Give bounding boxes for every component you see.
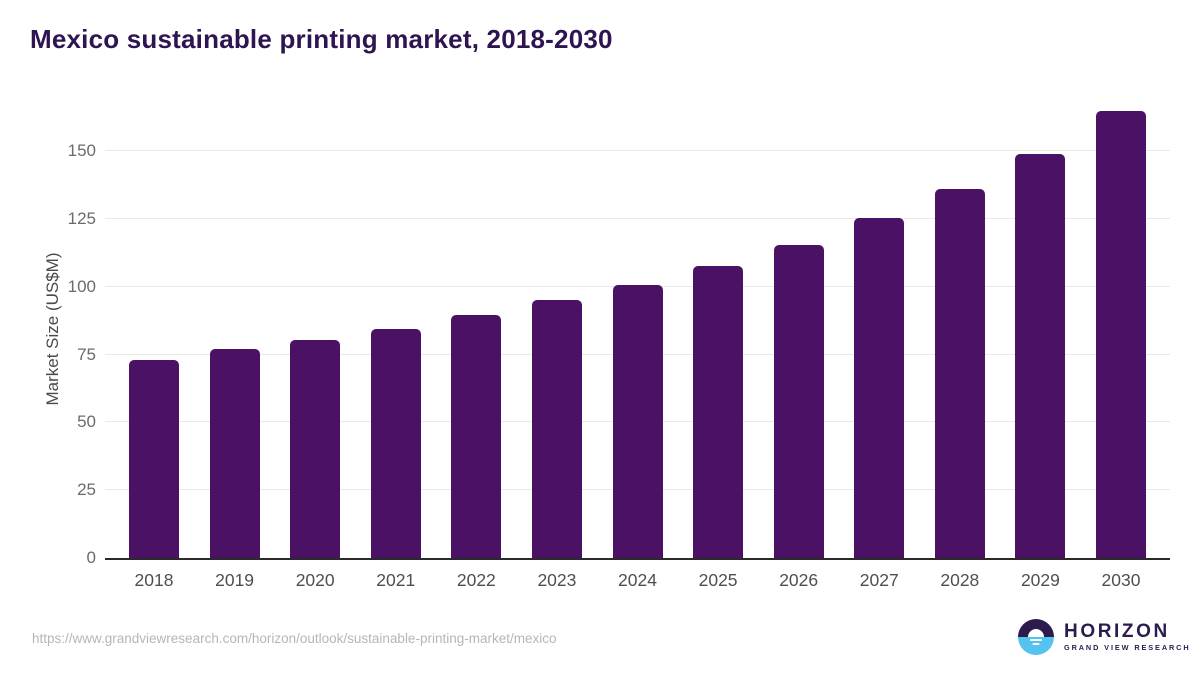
x-label-2029: 2029 xyxy=(1020,570,1060,590)
x-label-2020: 2020 xyxy=(295,570,335,590)
logo-subbrand: GRAND VIEW RESEARCH xyxy=(1064,643,1191,653)
x-label-2025: 2025 xyxy=(698,570,738,590)
bar-2021 xyxy=(370,328,421,558)
chart-title: Mexico sustainable printing market, 2018… xyxy=(30,24,613,54)
x-label-2024: 2024 xyxy=(618,570,657,590)
x-label-2023: 2023 xyxy=(537,570,577,590)
bar-2022 xyxy=(451,315,502,558)
y-axis-title: Market Size (US$M) xyxy=(43,252,62,406)
bar-2026 xyxy=(773,244,824,558)
bar-2019 xyxy=(209,349,260,558)
bar-2024 xyxy=(612,285,663,558)
y-tick-label-50: 50 xyxy=(77,412,96,432)
x-label-2018: 2018 xyxy=(134,570,174,590)
logo-text: HORIZON GRAND VIEW RESEARCH xyxy=(1064,620,1191,653)
x-label-2021: 2021 xyxy=(376,570,416,590)
bar-2025 xyxy=(693,266,744,558)
source-url: https://www.grandviewresearch.com/horizo… xyxy=(32,631,557,646)
horizon-sun-icon xyxy=(1018,619,1054,655)
plot-area xyxy=(105,97,1170,560)
y-tick-label-125: 125 xyxy=(67,209,96,228)
x-label-2019: 2019 xyxy=(215,570,255,590)
y-tick-label-150: 150 xyxy=(67,141,96,161)
x-label-2030: 2030 xyxy=(1101,570,1141,590)
sun-reflection-line xyxy=(1030,638,1042,641)
logo-brand: HORIZON xyxy=(1064,620,1170,642)
x-label-2028: 2028 xyxy=(940,570,980,590)
sun-shape xyxy=(1028,629,1044,637)
gridline-125 xyxy=(105,218,1170,219)
bar-2029 xyxy=(1015,153,1066,558)
bar-2027 xyxy=(854,217,905,558)
y-tick-label-25: 25 xyxy=(77,480,96,500)
bar-2030 xyxy=(1096,110,1146,558)
sun-reflection-line xyxy=(1032,643,1040,646)
y-tick-label-75: 75 xyxy=(77,344,96,364)
gridline-150 xyxy=(105,150,1170,152)
horizon-logo: HORIZON GRAND VIEW RESEARCH xyxy=(1018,619,1191,655)
bar-2028 xyxy=(934,189,985,558)
x-label-2026: 2026 xyxy=(779,570,819,590)
bar-2018 xyxy=(129,360,179,558)
x-label-2027: 2027 xyxy=(859,570,899,590)
y-tick-label-100: 100 xyxy=(67,276,96,296)
x-label-2022: 2022 xyxy=(456,570,496,590)
bar-2023 xyxy=(531,300,582,558)
bar-2020 xyxy=(290,339,341,558)
y-tick-label-0: 0 xyxy=(86,548,96,567)
